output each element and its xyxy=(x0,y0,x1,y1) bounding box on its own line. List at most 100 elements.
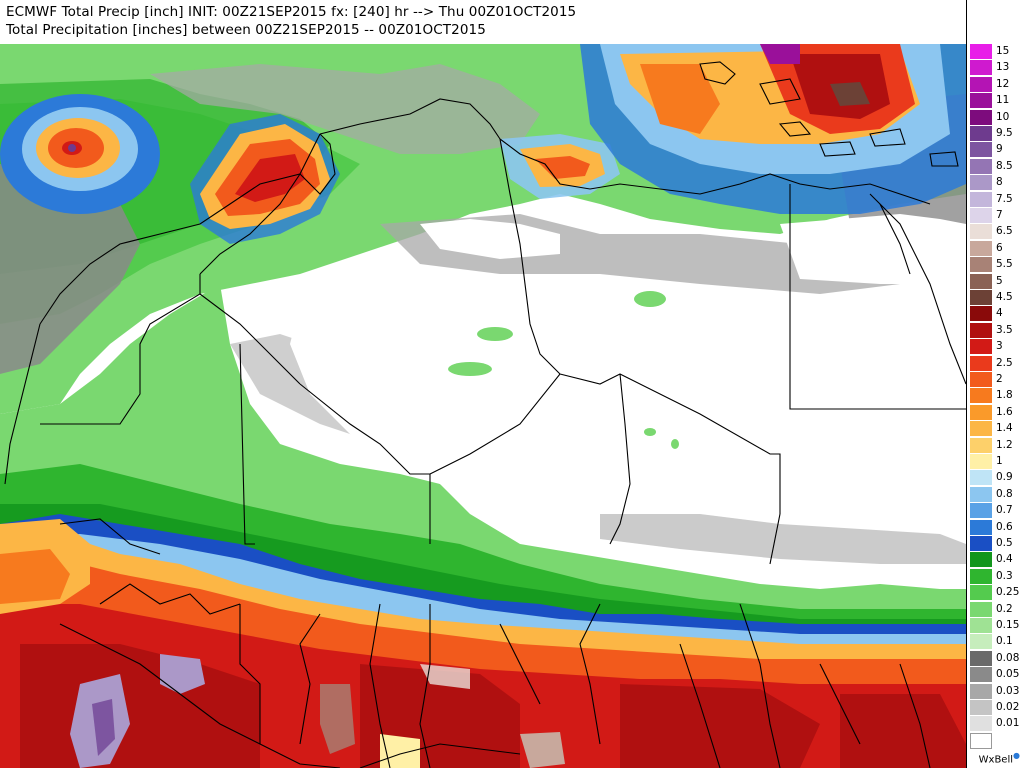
legend-swatch xyxy=(970,454,992,470)
legend-label: 0.15 xyxy=(996,619,1020,631)
legend-entry: 0.5 xyxy=(968,536,1024,552)
legend-swatch xyxy=(970,667,992,684)
legend-entry: 5.5 xyxy=(968,257,1024,274)
precip-color-legend: 15 13 12 11 10 9.5 9 8.5 8 7.5 7 6.5 6 5.5 5 4.5 4 3.5 3 2.… xyxy=(968,44,1024,768)
legend-label: 9 xyxy=(996,143,1003,156)
legend-label: 0.05 xyxy=(996,668,1020,681)
legend-entry: 0.9 xyxy=(968,470,1024,487)
legend-label: 0.6 xyxy=(996,520,1013,533)
legend-entry: 12 xyxy=(968,76,1024,93)
legend-label: 6 xyxy=(996,241,1003,254)
legend-label: 0.25 xyxy=(996,586,1020,599)
legend-label: 0.9 xyxy=(996,471,1013,484)
legend-entry: 0.25 xyxy=(968,585,1024,602)
precip-region-sahara-dry xyxy=(290,214,966,524)
precip-cell-senegal xyxy=(0,519,90,614)
legend-entry: 9.5 xyxy=(968,126,1024,142)
legend-swatch xyxy=(970,158,992,175)
legend-entry: 4.5 xyxy=(968,290,1024,306)
credit-text: WxBell xyxy=(978,754,1014,765)
legend-swatch xyxy=(970,273,992,290)
legend-swatch xyxy=(970,60,992,77)
legend-entry: 0.3 xyxy=(968,568,1024,585)
legend-label: 1.8 xyxy=(996,389,1013,402)
legend-entry: 7 xyxy=(968,208,1024,224)
legend-label: 5 xyxy=(996,274,1003,287)
precip-map-svg xyxy=(0,44,966,768)
legend-entry: 0.6 xyxy=(968,519,1024,536)
legend-swatch xyxy=(970,585,992,602)
legend-label: 0.03 xyxy=(996,684,1020,697)
legend-label: 0.08 xyxy=(996,651,1020,664)
legend-entry: 0.02 xyxy=(968,700,1024,716)
legend-label: 0.1 xyxy=(996,635,1013,648)
legend-swatch xyxy=(970,732,992,749)
legend-swatch xyxy=(970,388,992,405)
legend-label: 4.5 xyxy=(996,291,1013,303)
legend-entry: 3 xyxy=(968,339,1024,356)
legend-swatch xyxy=(970,372,992,388)
precip-cell-libya-coast xyxy=(500,134,620,199)
precip-cell-east-med xyxy=(580,44,966,214)
legend-entry: 0.08 xyxy=(968,650,1024,667)
legend-label: 13 xyxy=(996,61,1010,74)
legend-label: 1.4 xyxy=(996,422,1013,435)
legend-swatch xyxy=(970,470,992,487)
legend-swatch xyxy=(970,650,992,667)
legend-swatch xyxy=(970,257,992,274)
legend-entry: 2 xyxy=(968,372,1024,388)
legend-label: 11 xyxy=(996,94,1010,107)
legend-swatch xyxy=(970,503,992,520)
legend-swatch xyxy=(970,700,992,716)
legend-label: 7 xyxy=(996,209,1003,221)
legend-swatch xyxy=(970,191,992,208)
map-header: ECMWF Total Precip [inch] INIT: 00Z21SEP… xyxy=(0,0,967,44)
precip-cell-atlantic xyxy=(0,94,160,214)
legend-label: 1 xyxy=(996,455,1003,467)
legend-entry: 10 xyxy=(968,109,1024,126)
legend-label: 3 xyxy=(996,340,1003,353)
legend-swatch xyxy=(970,486,992,503)
legend-label: 0.7 xyxy=(996,504,1013,517)
legend-entry: 1.6 xyxy=(968,404,1024,421)
legend-swatch xyxy=(970,224,992,241)
legend-entry: 1.4 xyxy=(968,421,1024,438)
legend-entry: 1.2 xyxy=(968,437,1024,454)
legend-swatch xyxy=(970,339,992,356)
legend-swatch xyxy=(970,552,992,569)
legend-swatch xyxy=(970,601,992,618)
legend-swatch xyxy=(970,306,992,323)
legend-entry: 3.5 xyxy=(968,322,1024,339)
legend-label: 0.4 xyxy=(996,553,1013,566)
legend-label: 1.6 xyxy=(996,405,1013,418)
legend-label: 12 xyxy=(996,77,1010,90)
legend-entry: 0.4 xyxy=(968,552,1024,569)
precip-region-south xyxy=(0,534,966,768)
legend-swatch xyxy=(970,536,992,552)
precipitation-map xyxy=(0,44,967,768)
legend-entry: 8 xyxy=(968,175,1024,192)
legend-swatch xyxy=(970,355,992,372)
legend-swatch xyxy=(970,519,992,536)
legend-entry: 0.05 xyxy=(968,667,1024,684)
legend-swatch xyxy=(970,716,992,733)
country-borders xyxy=(4,61,966,768)
legend-entry: 4 xyxy=(968,306,1024,323)
legend-label: 10 xyxy=(996,110,1010,123)
legend-label: 1.2 xyxy=(996,438,1013,451)
legend-swatch xyxy=(970,93,992,110)
legend-entry: 8.5 xyxy=(968,158,1024,175)
legend-entry: 0.8 xyxy=(968,486,1024,503)
legend-label: 0.2 xyxy=(996,602,1013,615)
legend-label: 7.5 xyxy=(996,192,1013,205)
legend-entry: 7.5 xyxy=(968,191,1024,208)
legend-label: 4 xyxy=(996,307,1003,320)
legend-label: 0.01 xyxy=(996,717,1020,730)
legend-entry: 2.5 xyxy=(968,355,1024,372)
legend-swatch xyxy=(970,634,992,651)
legend-swatch xyxy=(970,322,992,339)
legend-swatch xyxy=(970,437,992,454)
legend-label: 0.5 xyxy=(996,537,1013,549)
legend-swatch xyxy=(970,208,992,224)
